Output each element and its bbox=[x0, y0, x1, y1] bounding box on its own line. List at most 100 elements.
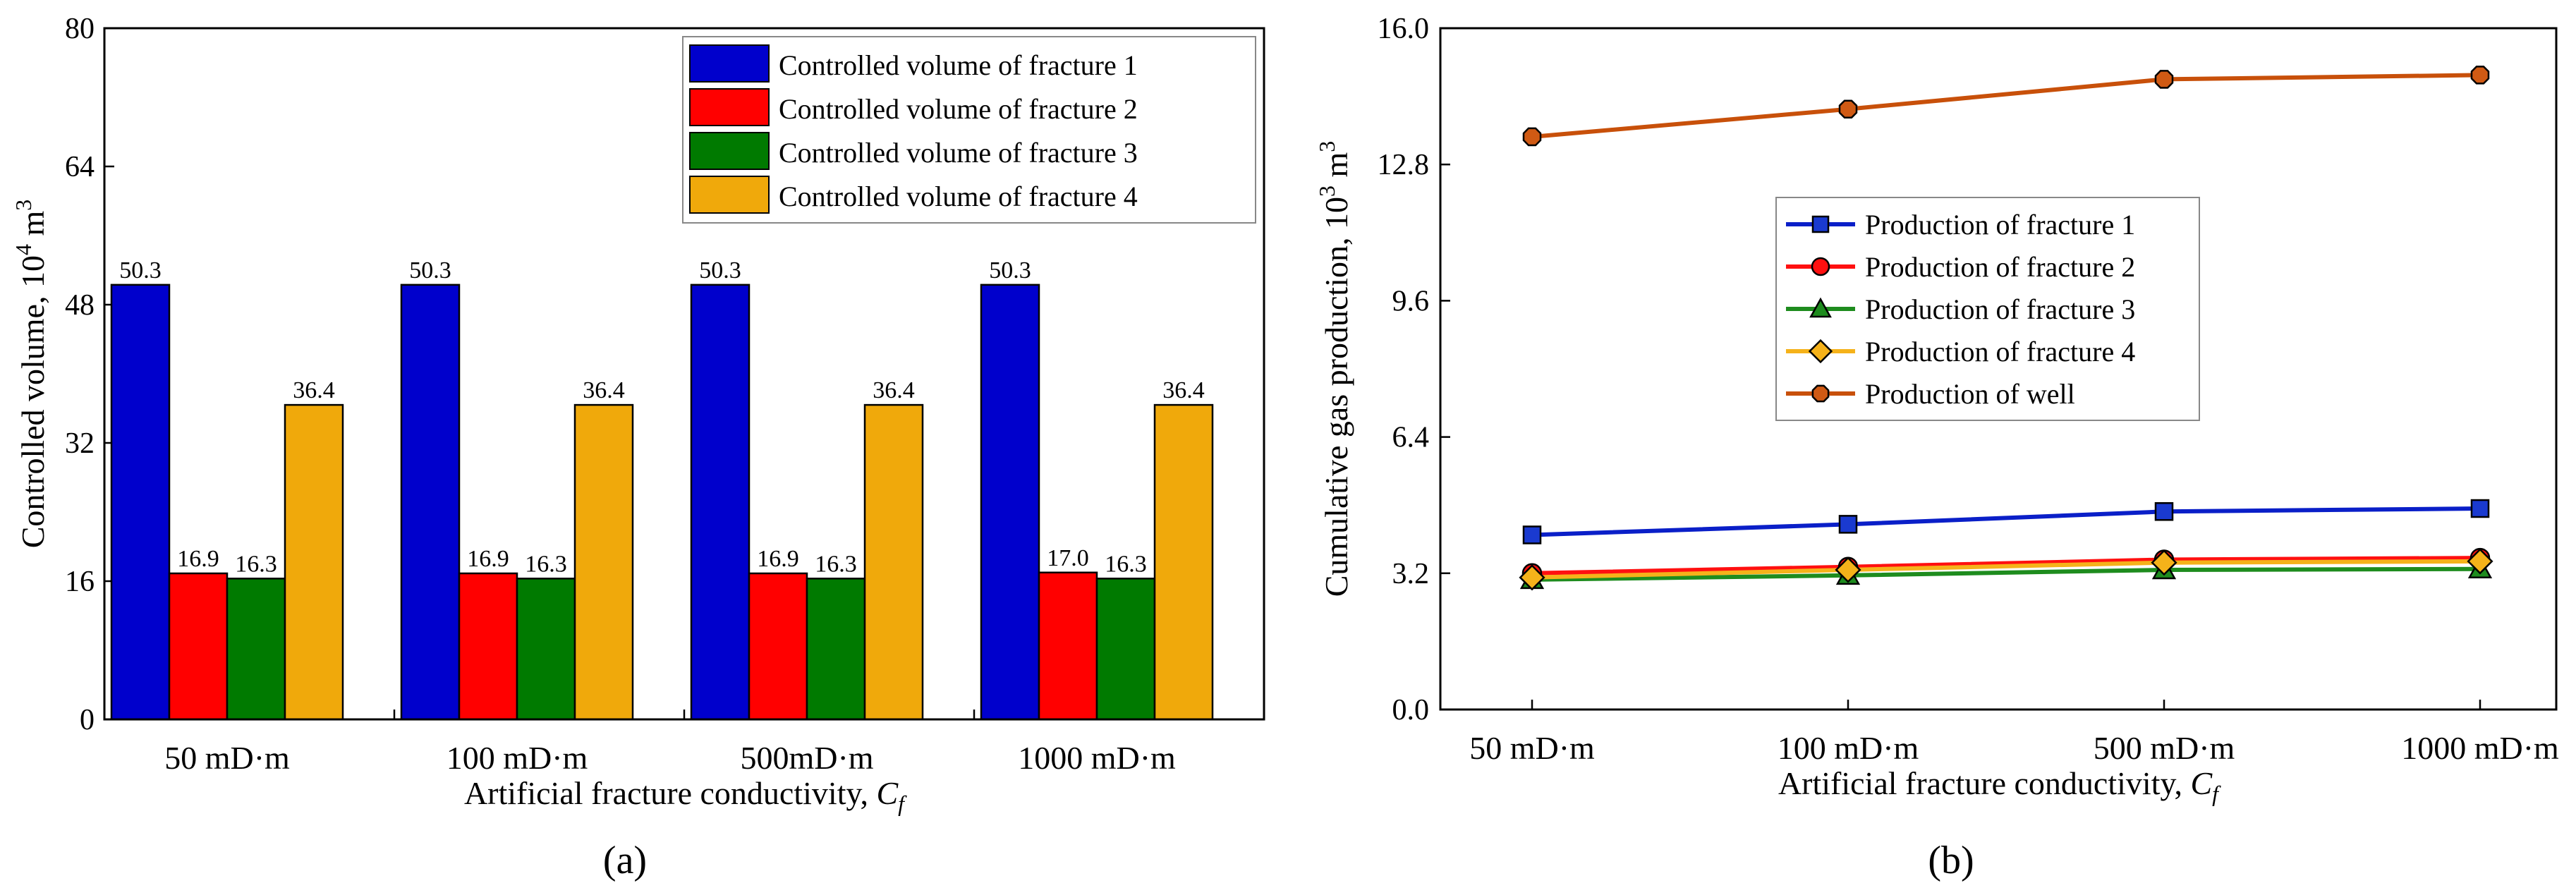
line-chart-panel: 0.0 3.2 6.4 9.6 12.8 16.0 50 mD·m 100 mD·m 500 m… bbox=[1314, 13, 2559, 806]
x-tick-label: 50 mD·m bbox=[164, 740, 290, 776]
bar-value-label: 36.4 bbox=[873, 377, 915, 403]
bar bbox=[573, 403, 634, 721]
bar-value-label: 50.3 bbox=[409, 257, 451, 284]
data-point bbox=[1519, 564, 1545, 591]
bar bbox=[458, 572, 518, 721]
data-point bbox=[1838, 515, 1858, 534]
bar bbox=[284, 403, 344, 721]
x-tick-label: 50 mD·m bbox=[1469, 730, 1595, 766]
data-point bbox=[1838, 99, 1858, 118]
x-tick-label: 100 mD·m bbox=[446, 740, 588, 776]
y-tick-label: 6.4 bbox=[1392, 422, 1430, 454]
bar-value-label: 16.9 bbox=[757, 546, 799, 572]
legend-marker bbox=[1811, 257, 1830, 276]
data-point bbox=[2470, 499, 2490, 518]
legend-label: Controlled volume of fracture 1 bbox=[779, 49, 1138, 81]
legend-marker bbox=[1809, 297, 1832, 318]
series-line bbox=[1531, 73, 2481, 139]
y-tick-label: 48 bbox=[65, 289, 95, 322]
bar-value-label: 16.3 bbox=[815, 551, 857, 577]
bar-value-label: 36.4 bbox=[293, 377, 335, 403]
data-point bbox=[1522, 525, 1542, 544]
x-tick-label: 1000 mD·m bbox=[2401, 730, 2559, 766]
data-point bbox=[2467, 548, 2493, 575]
y-axis-label: Controlled volume, 104 m3 bbox=[11, 200, 51, 549]
legend-label: Controlled volume of fracture 2 bbox=[779, 93, 1138, 125]
bar-value-label: 16.9 bbox=[467, 546, 509, 572]
legend: Controlled volume of fracture 1 Controlle… bbox=[682, 36, 1256, 224]
bar-value-label: 17.0 bbox=[1047, 545, 1089, 571]
bar bbox=[110, 284, 171, 721]
bar-value-label: 36.4 bbox=[583, 377, 625, 403]
series-line bbox=[1531, 559, 2481, 580]
x-tick-label: 500mD·m bbox=[740, 740, 873, 776]
series-line bbox=[1531, 556, 2481, 576]
legend-marker bbox=[1808, 339, 1833, 364]
bar bbox=[168, 572, 229, 721]
bar-value-label: 16.3 bbox=[1105, 551, 1147, 577]
y-tick-label: 3.2 bbox=[1392, 558, 1430, 590]
panel-label-b: (b) bbox=[1928, 839, 1974, 882]
legend-marker bbox=[1811, 384, 1830, 403]
legend-swatch bbox=[689, 176, 770, 214]
plot-frame bbox=[103, 27, 1265, 721]
legend-marker bbox=[1811, 215, 1830, 233]
bar-value-label: 16.3 bbox=[235, 551, 277, 577]
bar bbox=[806, 578, 866, 721]
y-tick-label: 0.0 bbox=[1392, 694, 1430, 726]
bar bbox=[1153, 403, 1214, 721]
y-tick-label: 0 bbox=[80, 704, 95, 736]
bar bbox=[400, 284, 461, 721]
legend-label: Production of fracture 4 bbox=[1865, 336, 2135, 367]
bar bbox=[1038, 571, 1098, 721]
bar bbox=[863, 403, 924, 721]
y-tick-label: 12.8 bbox=[1378, 149, 1430, 181]
bar bbox=[516, 578, 576, 721]
bar-chart-panel: 0 16 32 48 64 80 50.3 16.9 16.3 36.4 50 mD·m 50.3 16… bbox=[11, 13, 1265, 816]
bar bbox=[980, 284, 1040, 721]
bar-value-label: 50.3 bbox=[989, 257, 1031, 284]
legend-label: Production of well bbox=[1865, 378, 2075, 410]
x-tick-label: 1000 mD·m bbox=[1018, 740, 1176, 776]
series-line bbox=[1531, 566, 2481, 582]
y-tick-label: 64 bbox=[65, 151, 95, 183]
bar-value-label: 16.9 bbox=[177, 546, 219, 572]
bar-value-label: 50.3 bbox=[699, 257, 741, 284]
data-point bbox=[2470, 66, 2490, 85]
x-axis-label: Artificial fracture conductivity, Cf bbox=[464, 775, 907, 816]
series-line bbox=[1531, 506, 2481, 537]
legend-swatch bbox=[689, 44, 770, 83]
data-point bbox=[2151, 549, 2177, 576]
bar-value-label: 16.3 bbox=[525, 551, 567, 577]
panel-label-a: (a) bbox=[603, 839, 647, 882]
legend: Production of fracture 1 Production of fr… bbox=[1775, 197, 2200, 421]
y-axis-label: Cumulative gas production, 103 m3 bbox=[1314, 141, 1354, 597]
y-tick-label: 16.0 bbox=[1378, 13, 1430, 45]
bar-value-label: 50.3 bbox=[119, 257, 162, 284]
legend-label: Production of fracture 2 bbox=[1865, 251, 2135, 283]
legend-label: Controlled volume of fracture 4 bbox=[779, 181, 1138, 212]
data-point bbox=[2154, 70, 2174, 89]
y-tick-label: 32 bbox=[65, 427, 95, 460]
legend-box bbox=[682, 36, 1256, 224]
bar bbox=[226, 578, 286, 721]
y-tick-label: 9.6 bbox=[1392, 285, 1430, 317]
y-tick-label: 80 bbox=[65, 13, 95, 45]
bar bbox=[748, 572, 808, 721]
legend-label: Controlled volume of fracture 3 bbox=[779, 137, 1138, 169]
x-tick-label: 100 mD·m bbox=[1778, 730, 1919, 766]
legend-swatch bbox=[689, 88, 770, 126]
legend-label: Production of fracture 1 bbox=[1865, 209, 2135, 241]
x-tick-label: 500 mD·m bbox=[2094, 730, 2235, 766]
plot-frame bbox=[1439, 27, 2558, 711]
data-point bbox=[1835, 556, 1861, 583]
x-axis-label: Artificial fracture conductivity, Cf bbox=[1778, 765, 2221, 806]
y-tick-label: 16 bbox=[65, 566, 95, 598]
data-point bbox=[1522, 127, 1542, 147]
legend-swatch bbox=[689, 132, 770, 170]
bar bbox=[690, 284, 751, 721]
data-point bbox=[2154, 502, 2174, 521]
bar bbox=[1095, 578, 1156, 721]
legend-label: Production of fracture 3 bbox=[1865, 293, 2135, 325]
